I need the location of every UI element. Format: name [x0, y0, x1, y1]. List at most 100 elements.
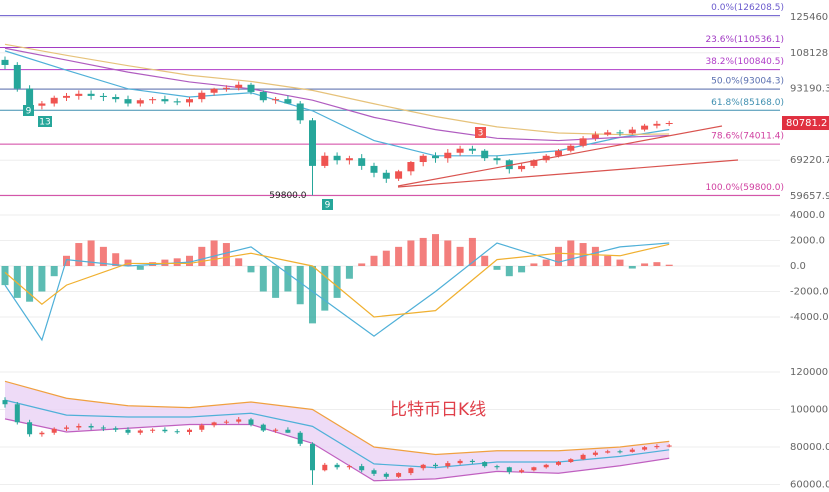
candle-body [88, 425, 94, 428]
candle-body [568, 459, 574, 462]
candle-body [64, 427, 69, 429]
candle-body [50, 97, 58, 104]
candle-body [445, 463, 451, 467]
macd-bar [604, 255, 612, 266]
candle-body [272, 99, 280, 101]
candle-body [482, 461, 488, 467]
candle-body [556, 461, 561, 465]
candle-body [433, 464, 438, 467]
candle-body [396, 473, 402, 477]
fib-label: 23.6%(110536.1) [705, 35, 784, 45]
candle-body [419, 155, 427, 163]
macd-bar [1, 265, 9, 286]
y-tick-label: 125460.2 [790, 12, 829, 23]
candle-body [359, 466, 365, 471]
y-tick-label: 93190.3 [790, 84, 829, 95]
y-tick-label: 4000.0 [790, 210, 825, 221]
macd-bar [87, 240, 95, 266]
line [4, 43, 670, 136]
macd-bar [358, 263, 366, 266]
candle-body [505, 160, 513, 170]
fib-label: 0.0%(126208.5) [711, 3, 784, 13]
y-tick-label: 100000.0 [790, 404, 829, 415]
fib-label: 61.8%(85168.0) [711, 98, 784, 108]
candle-body [75, 93, 83, 96]
candle-body [642, 447, 648, 450]
candle-body [530, 160, 538, 166]
candle-body [456, 148, 464, 153]
macd-bar [247, 265, 255, 273]
candle-body [27, 422, 33, 435]
fib-label: 78.6%(74011.4) [711, 132, 784, 142]
candle-body [161, 99, 169, 102]
candle-body [432, 155, 439, 159]
candle-body [273, 429, 279, 431]
candle-body [358, 158, 366, 166]
candle-body [2, 400, 8, 405]
candle-body [592, 452, 598, 455]
candle-body [162, 429, 168, 432]
marker: 9 [322, 199, 333, 211]
candle-body [284, 99, 292, 104]
candle-body [629, 449, 635, 452]
macd-bar [641, 263, 649, 266]
macd-bar [345, 265, 353, 279]
macd-bar [616, 259, 624, 266]
macd-bar [309, 265, 316, 324]
macd-bar [518, 265, 526, 273]
candle-body [199, 425, 205, 430]
macd-bar [591, 246, 599, 266]
line [4, 242, 670, 342]
macd-bar [198, 246, 206, 266]
macd-bar [99, 246, 107, 266]
trend-line [397, 125, 723, 187]
y-tick-label: 59657.9 [790, 191, 829, 202]
candle-body [518, 165, 526, 170]
candle-body [605, 451, 611, 453]
candle-body [567, 145, 575, 151]
plot-layer: 125460.2 108128.0 93190.3 69220.7 59657.9 0.0… [0, 3, 829, 490]
candle-body [99, 95, 107, 97]
candle-body [653, 123, 661, 126]
candle-body [617, 451, 623, 453]
macd-bar [628, 265, 636, 269]
macd-bar [136, 265, 144, 270]
candle-body [579, 138, 587, 146]
candle-body [149, 99, 157, 101]
candle-body [345, 158, 353, 161]
candle-body [580, 454, 586, 460]
candle-body [322, 464, 328, 471]
candle-body [654, 446, 660, 448]
macd-bar [259, 265, 267, 292]
candle-body [543, 464, 549, 468]
candle-body [494, 466, 500, 468]
candle-body [38, 103, 46, 106]
macd-bar [112, 253, 120, 266]
candle-body [383, 473, 389, 477]
candle-body [235, 84, 243, 88]
candle-body [210, 88, 218, 93]
marker: 3 [475, 127, 486, 139]
macd-bar [432, 234, 439, 266]
candle-body [641, 125, 649, 130]
candle-body [666, 445, 672, 447]
macd-bar [38, 265, 46, 292]
candle-body [63, 95, 70, 98]
macd-bar [13, 265, 21, 298]
candle-body [333, 155, 341, 161]
macd-bar [653, 262, 661, 266]
candle-body [76, 425, 82, 428]
fib-label: 50.0%(93004.3) [711, 77, 784, 87]
candle-body [186, 99, 193, 103]
candle-body [444, 152, 452, 159]
candle-body [136, 100, 144, 104]
y-tick-label: 0.0 [790, 261, 806, 272]
macd-bar [321, 265, 329, 311]
candle-body [13, 64, 21, 89]
candle-body [420, 464, 426, 469]
candle-body [174, 431, 180, 433]
macd-bar [493, 265, 501, 270]
candle-body [334, 464, 340, 468]
macd-bar [456, 246, 464, 266]
